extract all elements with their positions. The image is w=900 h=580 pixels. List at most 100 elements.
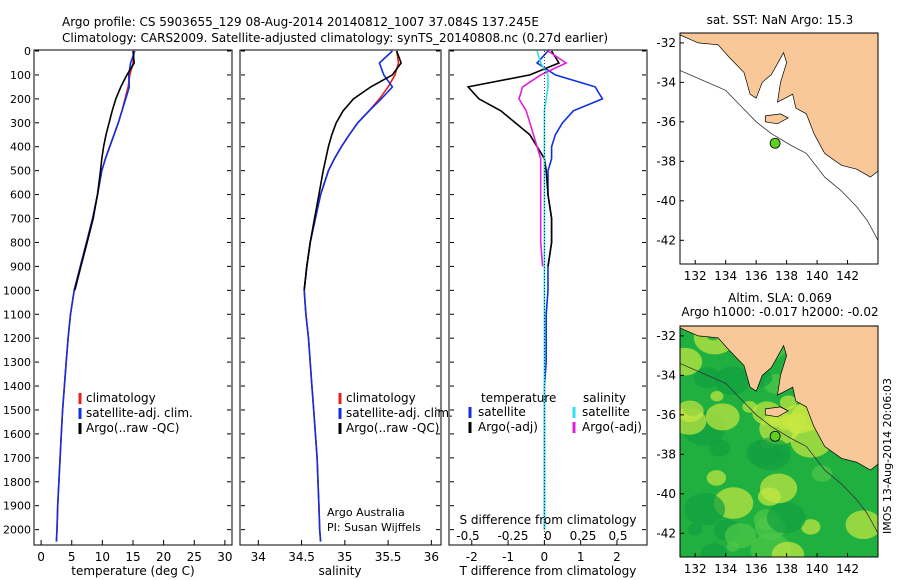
imos-timestamp: IMOS 13-Aug-2014 20:06:03: [881, 378, 894, 534]
s-tick-label: 0.25: [570, 529, 597, 543]
legend-label: Argo(..raw -QC): [346, 421, 439, 435]
argo-float-marker: [769, 430, 781, 442]
map-y-tick-label: -34: [656, 75, 676, 89]
sst-map: 132 134 136 138 140 142 -32 -34 -36 -38 -40 -42: [656, 32, 879, 283]
sla-blob: [771, 541, 805, 557]
x-tick-label: 25: [187, 550, 202, 564]
sla-blob: [680, 347, 703, 376]
temperature-series: [55, 50, 136, 542]
difference-legend: temperature salinitysatelliteArgo(-adj)sa…: [468, 391, 642, 434]
series-line-climatology: [55, 50, 135, 542]
map-x-tick-label: 140: [806, 562, 829, 576]
x-tick-label: -2: [466, 550, 478, 564]
map-frame: [679, 32, 879, 265]
salinity-panel: 34 34.5 35 35.5 36 climatologysatellite-adj.…: [239, 49, 453, 578]
depth-tick-label: 200: [10, 93, 31, 106]
sla-map-title: Altim. SLA: 0.069: [728, 291, 832, 305]
x-tick-label: 34: [251, 550, 266, 564]
sla-blob: [687, 523, 703, 536]
legend-label: climatology: [86, 391, 156, 405]
sla-blob: [680, 400, 704, 423]
series-line-salinitysatellite: [536, 50, 549, 530]
map-y-tick-label: -40: [656, 487, 676, 501]
difference-series: [466, 50, 604, 544]
map-x-tick-label: 136: [745, 562, 768, 576]
depth-tick-label: 1200: [3, 332, 31, 345]
map-x-tick-label: 138: [775, 562, 798, 576]
argo-australia-label: Argo Australia: [327, 506, 405, 519]
sla-blob: [749, 437, 791, 471]
depth-tick-label: 300: [10, 117, 31, 130]
legend-label: satellite-adj. clim.: [346, 406, 453, 420]
map-y-tick-label: -32: [656, 36, 676, 50]
legend-label: Argo(-adj): [582, 420, 642, 434]
t-difference-label: T difference from climatology: [459, 564, 637, 578]
series-line-satelliteadjclim: [303, 50, 394, 542]
series-line-argorawqc: [303, 50, 402, 291]
map-y-tick-label: -38: [656, 447, 676, 461]
sla-blob: [708, 439, 731, 457]
sla-blob: [801, 519, 821, 535]
depth-axis: 0 100 200 300 400 500 600 700 800 900 1000 1100 1200…: [3, 45, 231, 537]
depth-tick-label: 600: [10, 189, 31, 202]
series-line-temperatureargoadj: [466, 50, 561, 267]
legend-label: Argo(-adj): [478, 420, 538, 434]
legend-label: satellite: [582, 405, 630, 419]
salinity-depth-ticks: [241, 50, 440, 531]
x-tick-label: 5: [68, 550, 76, 564]
kangaroo-island: [764, 406, 789, 418]
depth-tick-label: 400: [10, 141, 31, 154]
map-y-tick-label: -36: [656, 408, 676, 422]
depth-tick-label: 1800: [3, 476, 31, 489]
map-y-tick-label: -32: [656, 329, 676, 343]
map-y-tick-label: -36: [656, 115, 676, 129]
depth-tick-label: 1700: [3, 452, 31, 465]
sla-map-subtitle: Argo h1000: -0.017 h2000: -0.02: [681, 305, 878, 319]
x-tick-label: -1: [502, 550, 514, 564]
kangaroo-island: [764, 113, 789, 125]
depth-tick-label: 1100: [3, 308, 31, 321]
map-x-tick-label: 142: [836, 562, 859, 576]
depth-tick-label: 1000: [3, 284, 31, 297]
s-tick-label: -0.5: [456, 529, 479, 543]
difference-plot-frame: [448, 49, 648, 546]
temperature-panel: 0100200300400500600700800900100011001200…: [3, 45, 233, 578]
map-y-tick-label: -34: [656, 368, 676, 382]
s-tick-label: 0.5: [608, 529, 627, 543]
legend-label: satellite: [478, 405, 526, 419]
depth-tick-label: 1900: [3, 500, 31, 513]
difference-depth-ticks: [450, 50, 646, 531]
map-x-tick-label: 142: [836, 269, 859, 283]
salinity-xlabel: salinity: [318, 564, 361, 578]
depth-tick-label: 1500: [3, 404, 31, 417]
legend-title: temperature: [481, 391, 556, 405]
temperature-plot-frame: [33, 49, 233, 546]
x-tick-label: 36: [424, 550, 439, 564]
t-difference-axis: -2 -1 0 1 2: [466, 540, 621, 564]
depth-tick-label: 2000: [3, 524, 31, 537]
x-tick-label: 2: [613, 550, 621, 564]
sla-blob: [759, 412, 800, 445]
salinity-axis: 34 34.5 35 35.5 36: [251, 540, 439, 564]
sla-blob: [700, 543, 727, 557]
x-tick-label: 0: [541, 550, 549, 564]
depth-tick-label: 900: [10, 260, 31, 273]
profile-title: Argo profile: CS 5903655_129 08-Aug-2014…: [62, 15, 539, 29]
map-y-tick-label: -42: [656, 526, 676, 540]
map-x-tick-label: 134: [714, 269, 737, 283]
sla-map: 132 134 136 138 140 142 -32 -34 -36 -38 -40 -42: [656, 325, 879, 576]
sla-blob: [705, 403, 740, 431]
x-tick-label: 35.5: [375, 550, 402, 564]
pi-label: PI: Susan Wijffels: [327, 521, 421, 534]
sla-blob: [714, 366, 751, 395]
x-tick-label: 15: [125, 550, 140, 564]
legend-label: Argo(..raw -QC): [86, 421, 179, 435]
sla-blob: [811, 465, 833, 482]
difference-panel: -2 -1 0 1 2 -0.5 -0.25 0 0.25 0.5 temperature sal…: [448, 49, 648, 578]
map-frame: [679, 325, 879, 558]
s-difference-axis: -0.5 -0.25 0 0.25 0.5: [456, 529, 627, 543]
map-x-tick-label: 138: [775, 269, 798, 283]
series-line-argorawqc: [74, 50, 136, 291]
